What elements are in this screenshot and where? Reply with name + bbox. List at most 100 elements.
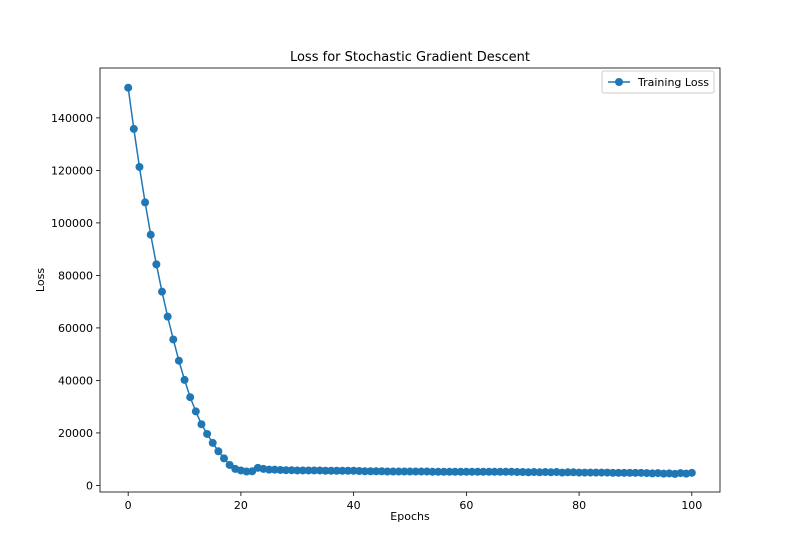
data-point	[563, 468, 572, 477]
data-point	[265, 465, 274, 474]
y-tick-label: 20000	[58, 427, 93, 440]
data-point	[360, 467, 369, 476]
data-point	[631, 468, 640, 477]
data-point	[383, 467, 392, 476]
data-point	[422, 467, 431, 476]
data-point	[293, 466, 302, 475]
y-axis-label: Loss	[34, 268, 47, 292]
legend: Training Loss	[601, 70, 715, 94]
x-tick-label: 60	[459, 499, 473, 512]
y-tick-label: 40000	[58, 374, 93, 387]
data-point	[501, 467, 510, 476]
chart-title: Loss for Stochastic Gradient Descent	[290, 50, 530, 65]
data-point	[135, 162, 144, 171]
data-point	[535, 468, 544, 477]
legend-marker-swatch	[615, 78, 623, 86]
data-point	[411, 467, 420, 476]
data-point	[439, 467, 448, 476]
data-point	[659, 469, 668, 478]
data-point	[642, 469, 651, 478]
data-point	[129, 124, 138, 133]
data-point	[327, 466, 336, 475]
data-point	[377, 467, 386, 476]
data-point	[152, 260, 161, 269]
data-point	[400, 467, 409, 476]
data-point	[355, 466, 364, 475]
data-point	[530, 468, 538, 477]
data-point	[287, 466, 296, 475]
data-point	[276, 465, 285, 474]
data-point	[304, 466, 313, 475]
data-point	[214, 447, 223, 456]
x-tick-label: 100	[681, 499, 702, 512]
data-point	[620, 468, 629, 477]
data-point	[208, 438, 217, 447]
data-point	[575, 468, 584, 477]
data-point	[524, 468, 533, 477]
x-tick-label: 80	[572, 499, 586, 512]
x-tick-label: 0	[125, 499, 132, 512]
y-tick-label: 140000	[51, 112, 93, 125]
data-point	[191, 407, 200, 416]
data-point	[141, 198, 150, 207]
x-axis-label: Epochs	[390, 510, 430, 523]
y-tick-label: 120000	[51, 164, 93, 177]
data-point	[298, 466, 307, 475]
data-point	[332, 466, 341, 475]
data-point	[625, 468, 634, 477]
data-point	[344, 466, 352, 475]
legend-label: Training Loss	[637, 76, 709, 89]
data-point	[338, 466, 347, 475]
data-point	[321, 466, 330, 475]
data-point	[496, 467, 505, 476]
x-tick-label: 40	[347, 499, 361, 512]
data-point	[310, 466, 319, 475]
data-point	[687, 468, 696, 477]
data-point	[203, 429, 212, 438]
data-point	[513, 468, 522, 477]
data-point	[394, 467, 403, 476]
legend-box	[601, 70, 715, 94]
data-point	[282, 466, 290, 475]
data-point	[546, 468, 555, 477]
data-point	[389, 467, 398, 476]
data-point	[242, 467, 251, 476]
data-point	[580, 468, 589, 477]
data-point	[608, 468, 617, 477]
data-point	[146, 230, 155, 239]
data-point	[366, 467, 375, 476]
plot-area: 0 20 40 60 80 100 0 20000 40000 60000 80000 100000 1…	[51, 67, 721, 512]
x-tick-label: 20	[234, 499, 248, 512]
data-point	[462, 467, 471, 476]
data-point	[315, 466, 324, 475]
data-point	[124, 83, 133, 92]
y-tick-label: 100000	[51, 217, 93, 230]
data-point	[603, 468, 612, 477]
data-point	[614, 468, 623, 477]
data-point	[490, 467, 499, 476]
data-point	[586, 468, 595, 477]
data-point	[558, 468, 567, 477]
data-point	[225, 460, 234, 469]
data-point	[592, 468, 600, 477]
data-point	[637, 468, 646, 477]
y-tick-label: 80000	[58, 269, 93, 282]
data-point	[372, 467, 381, 476]
data-point	[270, 465, 279, 474]
data-point	[186, 393, 195, 402]
data-point	[417, 467, 426, 476]
axes-frame	[99, 67, 721, 493]
data-point	[174, 356, 183, 365]
data-point	[434, 467, 443, 476]
data-point	[541, 468, 550, 477]
data-point	[406, 467, 414, 476]
data-point	[518, 468, 527, 477]
data-point	[451, 467, 460, 476]
data-point	[468, 467, 476, 476]
data-point	[484, 467, 493, 476]
data-point	[569, 468, 578, 477]
data-point	[445, 467, 454, 476]
data-point	[220, 454, 228, 463]
y-tick-label: 60000	[58, 322, 93, 335]
